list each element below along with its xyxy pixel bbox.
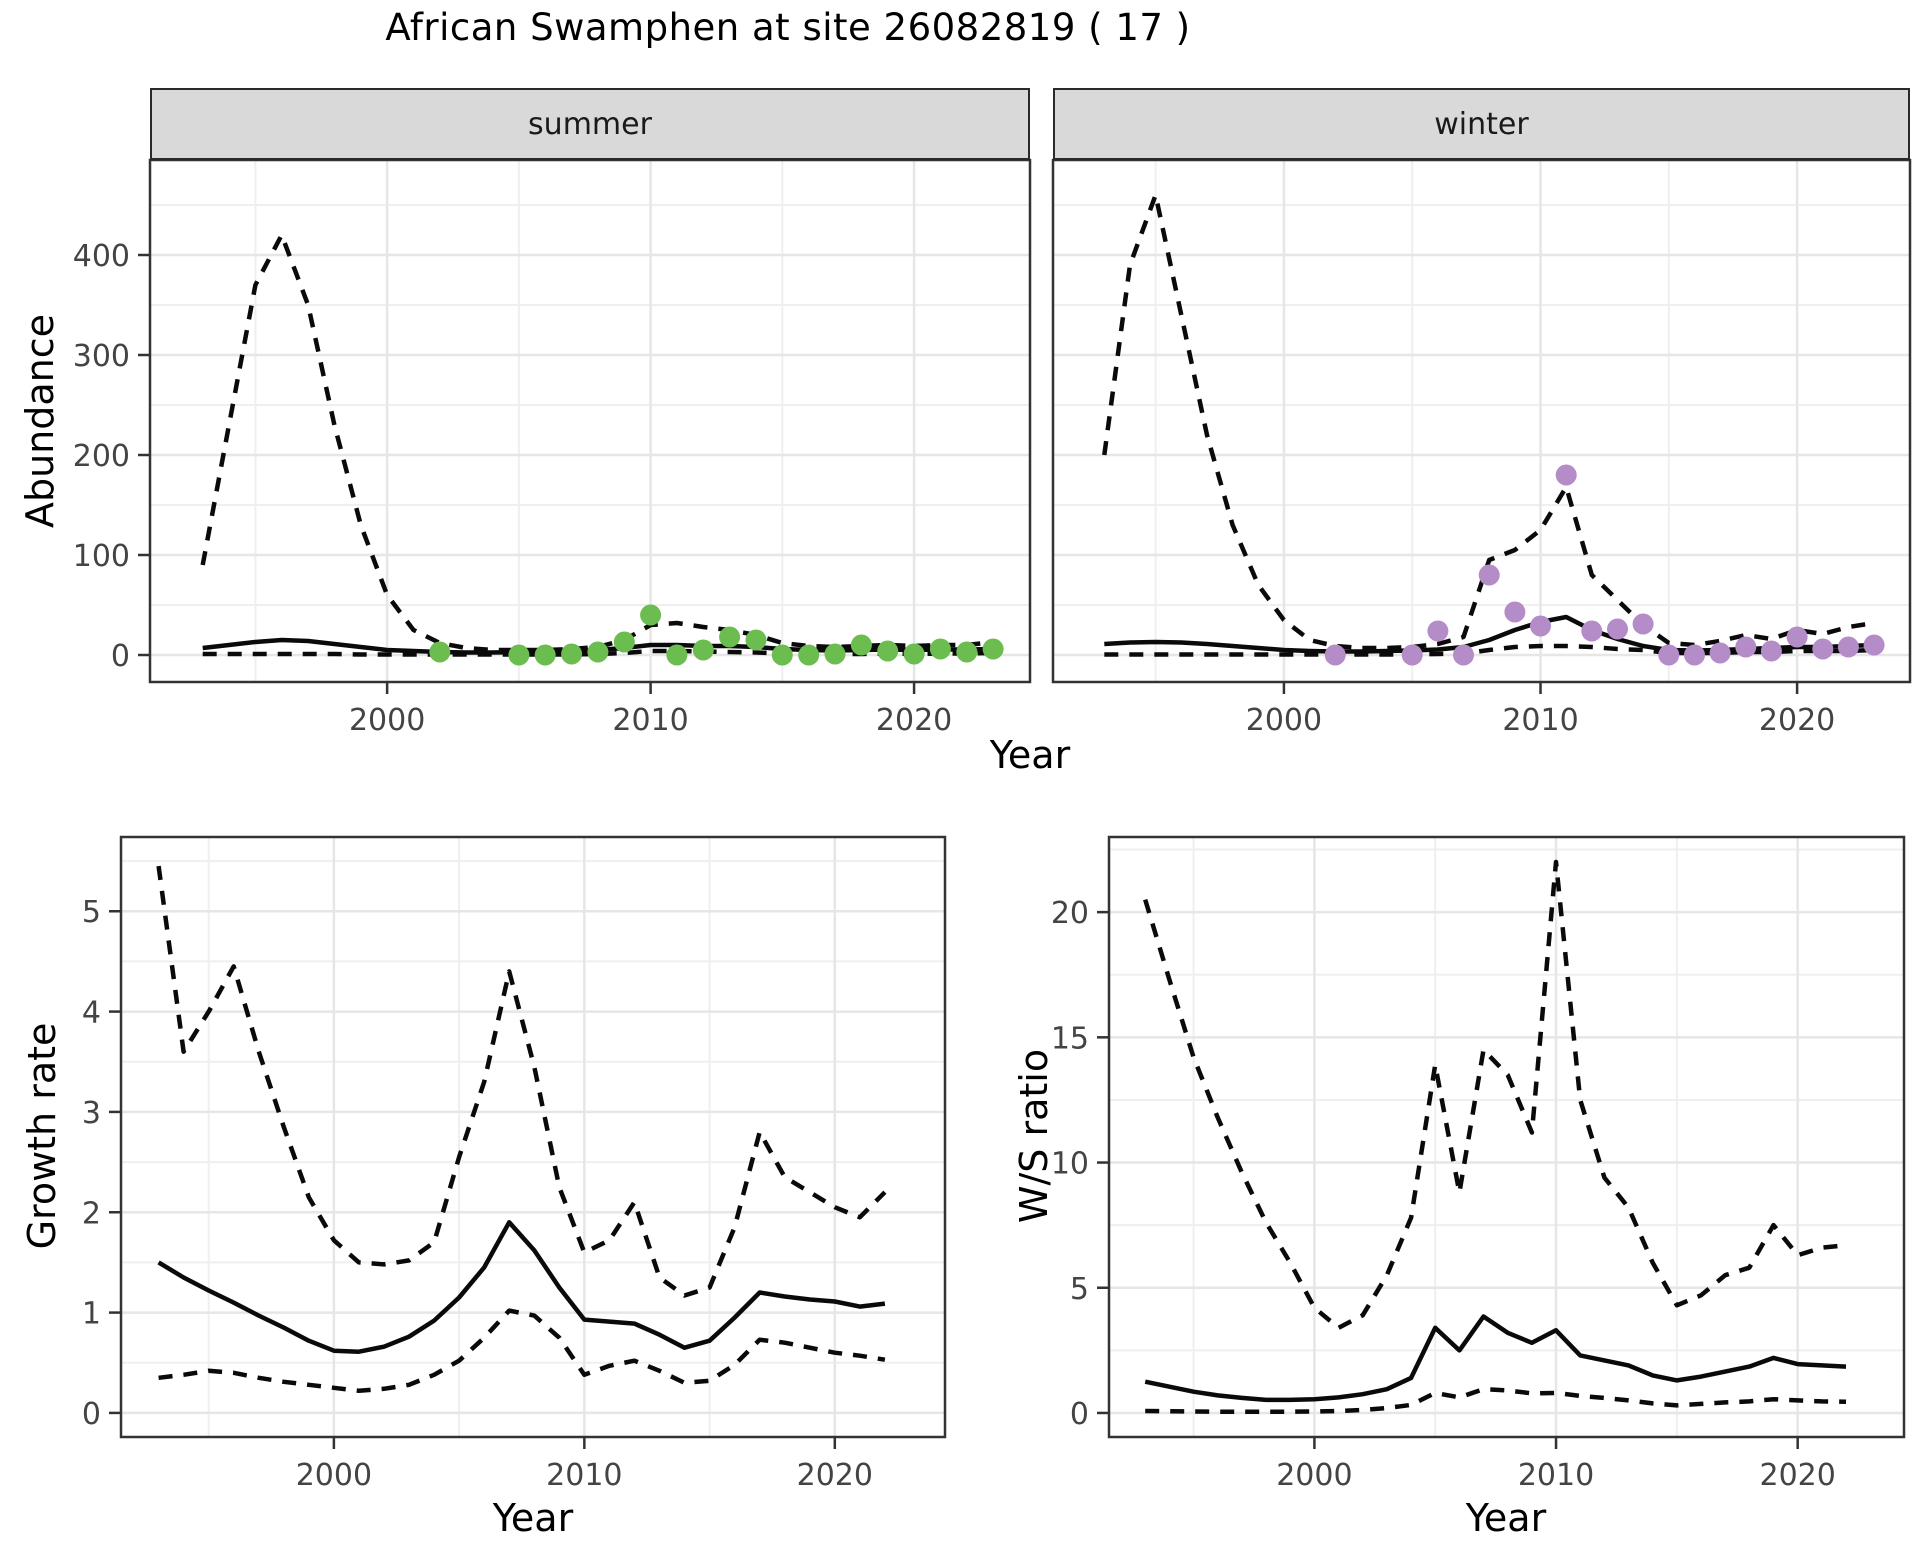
facet-strip-winter: winter [1053,88,1910,160]
abundance-winter-panel-border [1051,158,1912,684]
abundance-winter-observation-point [1709,642,1731,664]
abundance-summer-observation-point [982,638,1004,660]
abundance-winter-panel-bg [1053,160,1910,682]
abundance-summer-observation-point [692,639,714,661]
x-tick-label: 2010 [1502,703,1578,738]
abundance-winter-observation-point [1581,620,1603,642]
y-axis-title-growth-rate: Growth rate [20,1022,64,1250]
abundance-summer-observation-point [534,644,556,666]
x-tick-label: 2020 [1759,703,1835,738]
abundance-winter-observation-point [1863,634,1885,656]
abundance-winter-observation-point [1684,644,1705,666]
y-tick-label: 300 [73,339,130,374]
y-tick-label: 5 [1070,1272,1089,1307]
abundance-summer-observation-point [587,641,609,663]
abundance-summer-panel-border [148,158,1032,684]
abundance-winter-observation-point [1427,620,1449,642]
abundance-summer-panel-bg [150,160,1030,682]
abundance-winter-observation-point [1786,626,1808,648]
x-tick-label: 2020 [876,703,952,738]
y-axis-title-ws-ratio: W/S ratio [1012,1048,1056,1224]
x-tick-label: 2020 [1759,1458,1835,1493]
growth-rate-lower-ci-line [158,1308,886,1394]
y-tick-label: 400 [73,239,130,274]
abundance-summer-observation-point [903,643,925,665]
abundance-summer-observation-point [508,644,530,666]
abundance-winter-observation-point [1530,615,1551,637]
abundance-winter-observation-point [1478,564,1500,586]
ws-ratio-fit-line [1144,1314,1847,1403]
abundance-summer-observation-point [640,604,662,626]
y-tick-label: 200 [73,439,130,474]
y-tick-label: 5 [82,895,101,930]
abundance-winter-observation-point [1401,644,1423,666]
growth-rate-panel-bg [121,837,945,1437]
growth-rate-panel-border [119,835,947,1439]
abundance-winter-lower-ci-line [1104,643,1875,657]
x-axis-title-year-top: Year [989,733,1071,777]
y-tick-label: 3 [82,1096,101,1131]
plot-title: African Swamphen at site 26082819 ( 17 ) [385,6,1191,49]
abundance-winter-observation-point [1658,644,1680,666]
abundance-summer-observation-point [719,626,741,648]
x-tick-label: 2020 [797,1458,873,1493]
abundance-winter-observation-point [1760,640,1782,662]
x-tick-label: 2010 [612,703,688,738]
y-tick-label: 0 [82,1397,101,1432]
abundance-winter-observation-point [1837,636,1859,658]
abundance-winter-observation-point [1735,636,1757,658]
abundance-summer-observation-point [429,641,451,663]
abundance-summer-observation-point [613,631,635,653]
y-tick-label: 0 [111,639,130,674]
abundance-winter-observation-point [1555,464,1577,486]
facet-strip-summer-label: summer [528,106,652,142]
y-tick-label: 20 [1051,896,1089,931]
y-tick-label: 15 [1051,1021,1089,1056]
abundance-winter-observation-point [1453,644,1474,666]
abundance-winter-observation-point [1607,618,1628,640]
abundance-winter-upper-ci-line [1102,192,1875,651]
growth-rate-fit-line [157,1220,886,1354]
abundance-summer-observation-point [956,641,978,663]
abundance-summer-observation-point [561,643,583,665]
y-tick-label: 10 [1051,1147,1089,1182]
abundance-summer-observation-point [666,644,688,666]
facet-strip-winter-label: winter [1434,106,1529,142]
x-tick-label: 2000 [1276,1458,1352,1493]
ws-ratio-lower-ci-line [1145,1386,1847,1414]
x-tick-label: 2000 [296,1458,372,1493]
abundance-summer-observation-point [850,634,872,656]
y-axis-title-abundance: Abundance [18,313,62,529]
abundance-winter-observation-point [1632,613,1654,635]
abundance-summer-observation-point [824,643,846,665]
y-tick-label: 100 [73,539,130,574]
abundance-winter-observation-point [1504,601,1526,623]
x-tick-label: 2000 [1246,703,1322,738]
abundance-winter-observation-point [1324,644,1346,666]
x-tick-label: 2010 [1518,1458,1594,1493]
abundance-summer-observation-point [929,638,951,660]
abundance-winter-observation-point [1812,638,1834,660]
ws-ratio-upper-ci-line [1143,859,1847,1331]
y-tick-label: 2 [82,1196,101,1231]
y-tick-label: 1 [82,1297,101,1332]
x-axis-title-year-growth: Year [492,1496,574,1540]
x-tick-label: 2000 [349,703,425,738]
ws-ratio-panel-bg [1109,837,1904,1437]
abundance-summer-observation-point [771,644,793,666]
y-tick-label: 0 [1070,1397,1089,1432]
abundance-summer-observation-point [877,640,899,662]
x-tick-label: 2010 [546,1458,622,1493]
facet-strip-summer: summer [150,88,1030,160]
abundance-summer-observation-point [798,644,820,666]
ws-ratio-panel-border [1107,835,1906,1439]
abundance-summer-observation-point [745,629,767,651]
x-axis-title-year-ws: Year [1465,1496,1547,1540]
y-tick-label: 4 [82,996,101,1031]
